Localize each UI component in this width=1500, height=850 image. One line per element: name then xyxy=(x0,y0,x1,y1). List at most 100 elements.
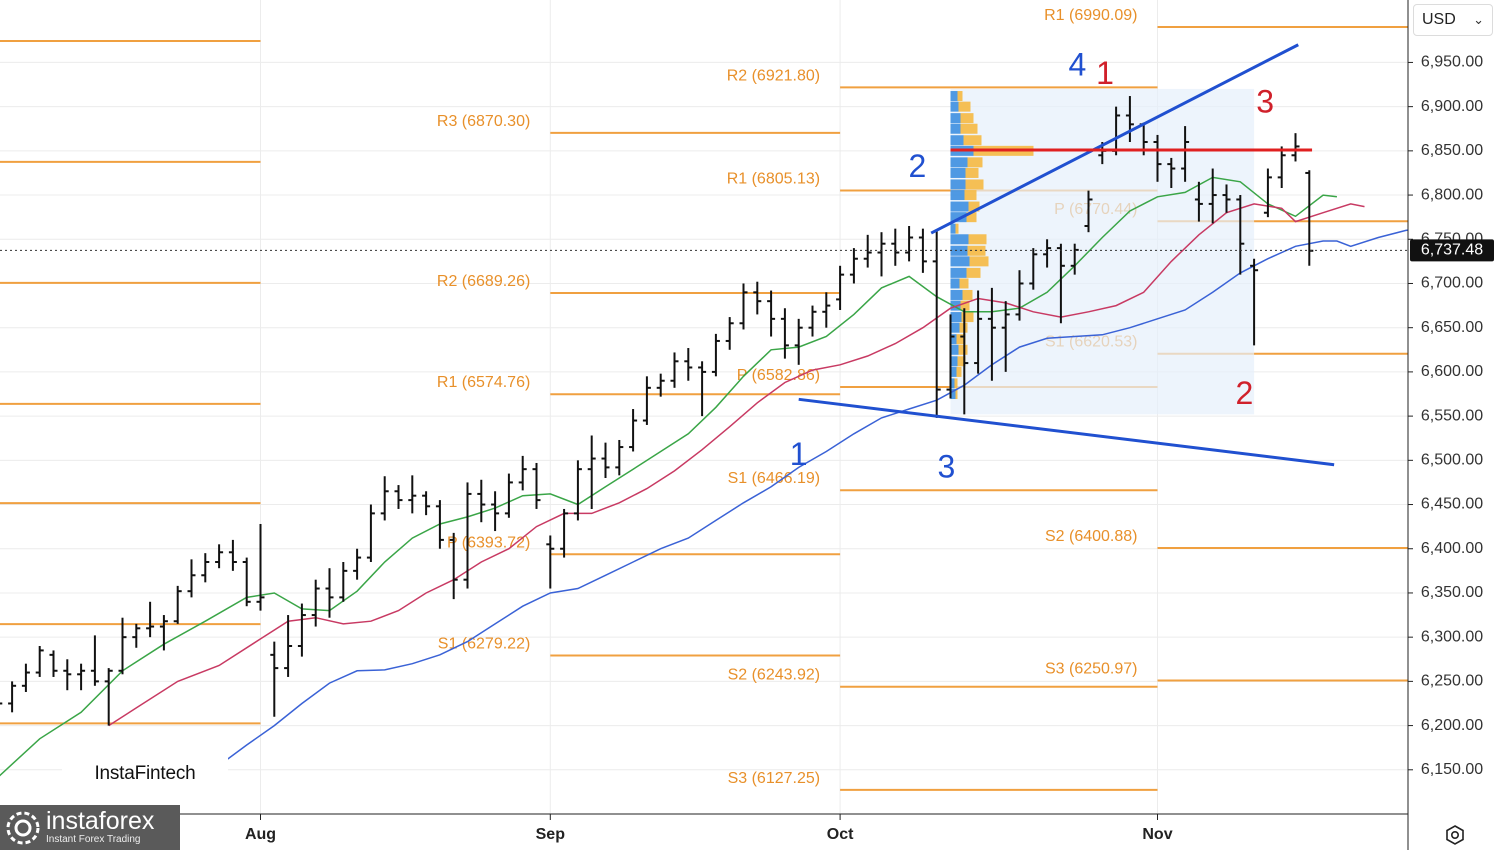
volume-bar-blue xyxy=(950,91,958,102)
volume-bar-orange xyxy=(955,223,959,234)
last-price-label: 6,737.48 xyxy=(1421,242,1483,259)
y-tick-label: 6,700.00 xyxy=(1421,275,1483,292)
y-tick-label: 6,650.00 xyxy=(1421,319,1483,336)
pivot-label: P (6582.86) xyxy=(737,367,820,384)
time-axis-background xyxy=(0,814,1500,850)
volume-bar-orange xyxy=(961,312,974,323)
volume-bar-blue xyxy=(950,167,966,178)
moving-average-line xyxy=(0,176,1337,777)
logo-tagline: Instant Forex Trading xyxy=(46,834,141,845)
price-axis-background xyxy=(1408,0,1500,850)
pivot-label: S2 (6400.88) xyxy=(1045,528,1138,545)
pivot-label: S2 (6243.92) xyxy=(728,667,821,684)
volume-bar-blue xyxy=(950,366,957,377)
volume-bar-blue xyxy=(950,135,964,146)
pivot-label: P (6393.72) xyxy=(447,534,530,551)
volume-bar-orange xyxy=(959,278,969,289)
volume-bar-blue xyxy=(950,234,969,245)
volume-bar-blue xyxy=(950,201,969,212)
instafintech-watermark: InstaFintech xyxy=(62,744,228,804)
volume-bar-blue xyxy=(950,245,968,256)
volume-bar-orange xyxy=(960,123,978,134)
volume-bar-blue xyxy=(950,278,960,289)
moving-average-line xyxy=(108,203,1365,727)
y-tick-label: 6,950.00 xyxy=(1421,54,1483,71)
volume-bar-orange xyxy=(966,267,981,278)
volume-bar-orange xyxy=(965,179,984,190)
y-tick-label: 6,350.00 xyxy=(1421,584,1483,601)
volume-bar-orange xyxy=(969,256,989,267)
volume-bar-blue xyxy=(950,190,965,201)
volume-bar-orange xyxy=(960,300,970,311)
y-tick-label: 6,200.00 xyxy=(1421,717,1483,734)
volume-bar-orange xyxy=(967,157,983,168)
wave-label: 3 xyxy=(1256,83,1274,119)
y-tick-label: 6,450.00 xyxy=(1421,496,1483,513)
volume-bar-orange xyxy=(955,389,958,400)
volume-bar-orange xyxy=(968,234,987,245)
volume-bar-blue xyxy=(950,157,968,168)
volume-profile xyxy=(950,88,1255,415)
volume-bar-orange xyxy=(965,167,979,178)
wave-label: 2 xyxy=(1236,375,1254,411)
volume-bar-orange xyxy=(962,289,973,300)
volume-bar-orange xyxy=(954,378,958,389)
volume-bar-blue xyxy=(950,334,957,345)
currency-select[interactable]: USD ⌄ xyxy=(1413,4,1493,36)
y-tick-label: 6,600.00 xyxy=(1421,363,1483,380)
chart-settings-icon[interactable] xyxy=(1442,822,1468,848)
volume-bar-orange xyxy=(960,113,974,124)
volume-bar-orange xyxy=(966,212,977,223)
volume-bar-blue xyxy=(950,179,966,190)
y-tick-label: 6,150.00 xyxy=(1421,761,1483,778)
volume-bar-blue xyxy=(950,312,962,323)
x-tick-label: Aug xyxy=(245,826,276,843)
y-tick-label: 6,300.00 xyxy=(1421,628,1483,645)
logo-name: instaforex xyxy=(46,807,155,835)
wave-label: 2 xyxy=(908,148,926,184)
y-tick-label: 6,800.00 xyxy=(1421,186,1483,203)
volume-bar-orange xyxy=(964,190,977,201)
y-tick-label: 6,250.00 xyxy=(1421,673,1483,690)
wave-label: 4 xyxy=(1069,46,1087,82)
pivot-label: S1 (6466.19) xyxy=(728,470,821,487)
y-tick-label: 6,400.00 xyxy=(1421,540,1483,557)
last-price-tag xyxy=(1410,239,1494,262)
currency-label: USD xyxy=(1422,11,1456,28)
pivot-label: R1 (6990.09) xyxy=(1044,7,1137,24)
volume-bar-blue xyxy=(950,101,959,112)
volume-bar-blue xyxy=(950,289,963,300)
y-tick-label: 6,850.00 xyxy=(1421,142,1483,159)
instaforex-logo: instaforex Instant Forex Trading xyxy=(0,805,180,850)
pivot-label: R1 (6574.76) xyxy=(437,374,530,391)
y-tick-label: 6,550.00 xyxy=(1421,407,1483,424)
x-tick-label: Sep xyxy=(536,826,566,843)
wave-label: 1 xyxy=(790,436,808,472)
volume-bar-blue xyxy=(950,123,961,134)
lower-trendline xyxy=(798,397,1335,467)
volume-bar-blue xyxy=(950,344,959,355)
wave-label: 3 xyxy=(937,449,955,485)
volume-bar-orange xyxy=(956,334,966,345)
pivot-label: R3 (6870.30) xyxy=(437,113,530,130)
ohlc-bars xyxy=(0,96,1314,726)
volume-bar-orange xyxy=(956,366,962,377)
volume-bar-orange xyxy=(957,356,966,367)
instaforex-logo-icon xyxy=(6,811,40,844)
pivot-label: S3 (6250.97) xyxy=(1045,661,1138,678)
volume-bar-blue xyxy=(950,356,958,367)
volume-bar-blue xyxy=(950,267,967,278)
volume-bar-blue xyxy=(950,212,967,223)
volume-bar-blue xyxy=(950,378,955,389)
chevron-down-icon: ⌄ xyxy=(1473,12,1484,27)
x-tick-label: Oct xyxy=(827,826,854,843)
volume-bar-blue xyxy=(950,223,956,234)
x-tick-label: Nov xyxy=(1142,826,1172,843)
wave-label: 1 xyxy=(1096,55,1114,91)
volume-bar-orange xyxy=(963,135,982,146)
y-tick-label: 6,900.00 xyxy=(1421,98,1483,115)
pivot-label: R2 (6921.80) xyxy=(727,67,820,84)
